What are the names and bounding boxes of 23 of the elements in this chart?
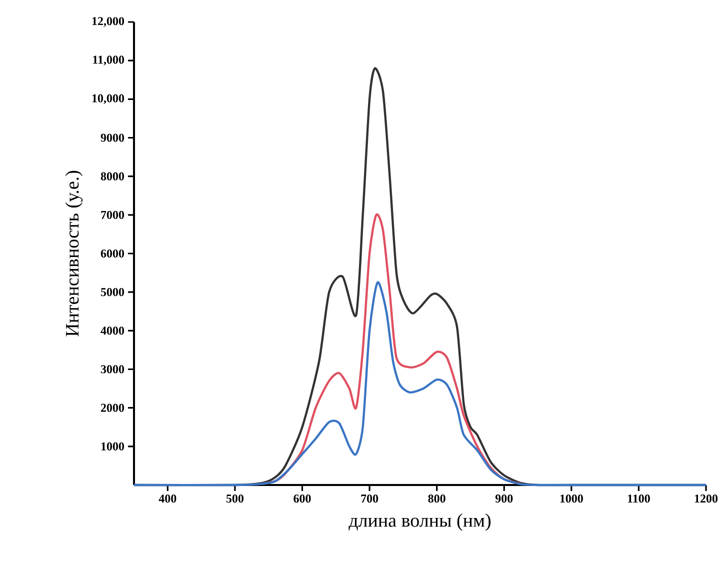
- y-tick-label: 3000: [100, 365, 124, 374]
- y-tick-label: 4000: [100, 326, 124, 335]
- y-tick-label: 8000: [100, 172, 124, 180]
- x-tick-label: 700: [361, 494, 378, 503]
- x-tick-label: 400: [158, 494, 176, 503]
- y-tick-label: 1000: [101, 442, 124, 450]
- y-tick-label: 6000: [100, 249, 124, 258]
- x-tick-label: 500: [226, 494, 244, 503]
- y-tick-label: 10,000: [92, 94, 124, 104]
- x-tick-label: 600: [294, 494, 311, 503]
- y-tick-label: 9000: [100, 134, 124, 142]
- y-tick-label: 2000: [100, 404, 124, 412]
- y-axis-title: Интенсивность (у.е.): [65, 170, 83, 336]
- x-tick-label: 1200: [694, 494, 718, 503]
- y-tick-label: 5000: [100, 288, 124, 296]
- x-tick-label: 900: [495, 494, 513, 503]
- y-tick-label: 12,000: [92, 17, 124, 27]
- x-tick-label: 800: [428, 494, 446, 503]
- x-axis-title: длина волны (нм): [348, 513, 491, 531]
- x-tick-label: 1000: [560, 494, 583, 503]
- y-tick-label: 11,000: [93, 56, 124, 66]
- x-tick-label: 1100: [628, 494, 650, 503]
- y-tick-label: 7000: [101, 210, 124, 219]
